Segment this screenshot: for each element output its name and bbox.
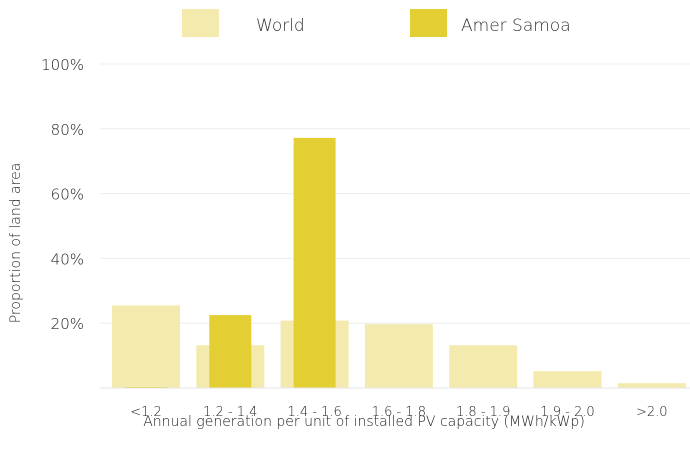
- x-tick-label: <1.2: [130, 405, 162, 420]
- bar-world: [533, 371, 602, 388]
- y-axis-title: Proportion of land area: [8, 163, 24, 324]
- bar-world: [617, 383, 686, 388]
- legend-swatch-amer-samoa: [410, 9, 447, 37]
- x-tick-label: >2.0: [636, 405, 668, 420]
- bar-world: [112, 305, 180, 388]
- x-tick-label: 1.8 - 1.9: [456, 405, 510, 420]
- bar-amer-samoa: [209, 315, 252, 388]
- y-tick-label: 60%: [51, 186, 84, 204]
- x-tick-label: 1.4 - 1.6: [287, 405, 341, 420]
- y-tick-label: 20%: [51, 315, 84, 333]
- gridlines: [100, 63, 690, 324]
- series-world-bars: [112, 305, 686, 388]
- y-tick-label: 100%: [41, 56, 84, 74]
- legend-label-amer-samoa: Amer Samoa: [461, 16, 571, 36]
- x-tick-label: 1.9 - 2.0: [540, 405, 594, 420]
- bar-world: [364, 324, 433, 388]
- x-axis-title: Annual generation per unit of installed …: [143, 414, 585, 430]
- y-axis-tick-labels: 20% 40% 60% 80% 100%: [41, 56, 84, 333]
- legend: World Amer Samoa: [182, 9, 571, 37]
- y-tick-label: 40%: [51, 250, 84, 268]
- bar-world: [449, 345, 518, 388]
- x-axis-tick-labels: <1.2 1.2 - 1.4 1.4 - 1.6 1.6 - 1.8 1.8 - 1.9…: [130, 405, 667, 420]
- legend-label-world: World: [256, 16, 305, 36]
- x-tick-label: 1.6 - 1.8: [372, 405, 426, 420]
- bar-amer-samoa: [293, 137, 336, 388]
- legend-swatch-world: [182, 9, 219, 37]
- x-tick-label: 1.2 - 1.4: [203, 405, 257, 420]
- y-tick-label: 80%: [51, 121, 84, 139]
